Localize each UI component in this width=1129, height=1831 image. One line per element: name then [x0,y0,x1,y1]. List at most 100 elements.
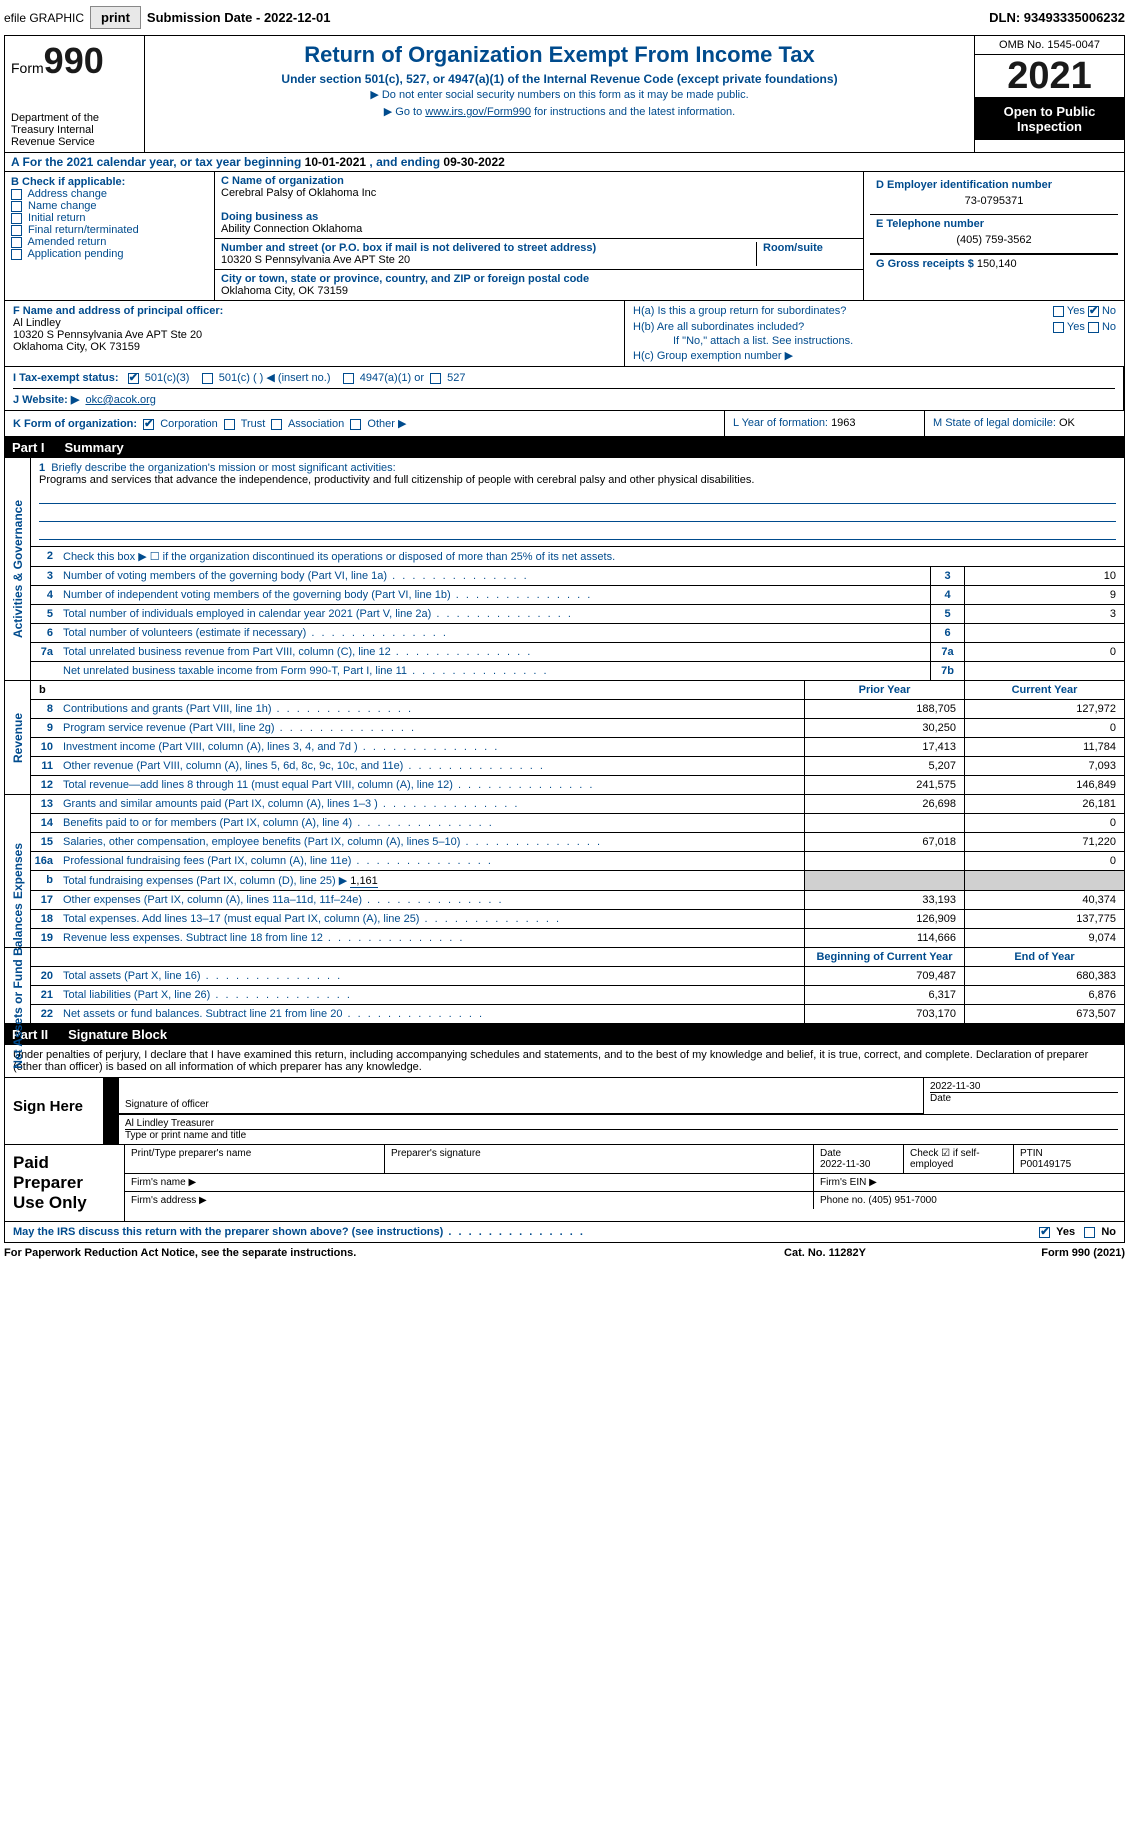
firm-addr-label: Firm's address ▶ [125,1192,814,1209]
checkbox-icon[interactable] [11,249,22,260]
checkbox-icon[interactable] [11,213,22,224]
paid-preparer-label: Paid Preparer Use Only [5,1145,125,1221]
officer-label: F Name and address of principal officer: [13,305,223,317]
data-line: 22Net assets or fund balances. Subtract … [31,1005,1124,1023]
501c3-checkbox[interactable] [128,373,139,384]
top-toolbar: efile GRAPHIC print Submission Date - 20… [4,4,1125,35]
form-number: Form990 [11,40,138,82]
hb-no-checkbox[interactable] [1088,322,1099,333]
org-name-label: C Name of organization [221,175,857,187]
year-formed-value: 1963 [831,417,855,429]
page-footer: For Paperwork Reduction Act Notice, see … [4,1243,1125,1263]
self-employed-check: Check ☑ if self-employed [904,1145,1014,1173]
signature-block: Sign Here Signature of officer 2022-11-3… [4,1078,1125,1145]
4947-checkbox[interactable] [343,373,354,384]
checkbox-icon[interactable] [11,237,22,248]
checkbox-icon[interactable] [11,189,22,200]
print-button[interactable]: print [90,6,141,29]
tax-year: 2021 [975,55,1124,98]
goto-note: ▶ Go to www.irs.gov/Form990 for instruct… [153,103,966,120]
boy-hdr: Beginning of Current Year [804,948,964,966]
tel-label: E Telephone number [876,218,1112,230]
box-b-title: B Check if applicable: [11,176,208,188]
current-year-hdr: Current Year [964,681,1124,699]
other-checkbox[interactable] [350,419,361,430]
discuss-no-checkbox[interactable] [1084,1227,1095,1238]
tax-status-label: I Tax-exempt status: [13,372,119,384]
side-label-revenue: Revenue [5,681,31,794]
inspection-label: Open to Public Inspection [975,98,1124,140]
sig-arrow-icon [105,1078,119,1114]
officer-group-row: F Name and address of principal officer:… [4,301,1125,367]
line6-val [964,624,1124,642]
dba-value: Ability Connection Oklahoma [221,223,857,235]
line6-text: Total number of volunteers (estimate if … [59,624,930,642]
line3-val: 10 [964,567,1124,585]
501c-checkbox[interactable] [202,373,213,384]
box-b-item: Application pending [11,248,208,260]
sig-date-label: Date [930,1092,1118,1104]
website-link[interactable]: okc@acok.org [85,394,155,406]
gross-value: 150,140 [977,258,1017,270]
data-line: 10Investment income (Part VIII, column (… [31,738,1124,757]
corp-checkbox[interactable] [143,419,154,430]
box-b-item: Final return/terminated [11,224,208,236]
city-value: Oklahoma City, OK 73159 [221,285,857,297]
hb-yes-checkbox[interactable] [1053,322,1064,333]
prep-phone: (405) 951-7000 [868,1195,936,1206]
discuss-row: May the IRS discuss this return with the… [4,1222,1125,1243]
officer-name: Al Lindley [13,317,61,329]
box-b-item: Name change [11,200,208,212]
data-line: bTotal fundraising expenses (Part IX, co… [31,871,1124,891]
ein-value: 73-0795371 [876,191,1112,211]
status-website-row: I Tax-exempt status: 501(c)(3) 501(c) ( … [4,367,1125,411]
line5-text: Total number of individuals employed in … [59,605,930,623]
trust-checkbox[interactable] [224,419,235,430]
form-subtitle: Under section 501(c), 527, or 4947(a)(1)… [153,72,966,86]
527-checkbox[interactable] [430,373,441,384]
assoc-checkbox[interactable] [271,419,282,430]
ha-yes-checkbox[interactable] [1053,306,1064,317]
part1-header: Part I Summary [4,437,1125,458]
type-name-label: Type or print name and title [125,1129,1118,1141]
data-line: 20Total assets (Part X, line 16)709,4876… [31,967,1124,986]
domicile-label: M State of legal domicile: [933,417,1056,429]
dept-label: Department of the Treasury Internal Reve… [11,112,138,148]
ha-no-checkbox[interactable] [1088,306,1099,317]
part2-header: Part II Signature Block [4,1024,1125,1045]
box-b-item: Initial return [11,212,208,224]
submission-date: Submission Date - 2022-12-01 [147,10,331,25]
checkbox-icon[interactable] [11,225,22,236]
dba-label: Doing business as [221,211,857,223]
discuss-yes-checkbox[interactable] [1039,1227,1050,1238]
period-row: A For the 2021 calendar year, or tax yea… [4,153,1125,172]
street-addr: 10320 S Pennsylvania Ave APT Ste 20 [221,254,752,266]
org-form-row: K Form of organization: Corporation Trus… [4,411,1125,437]
eoy-hdr: End of Year [964,948,1124,966]
city-label: City or town, state or province, country… [221,273,857,285]
efile-label: efile GRAPHIC [4,11,84,25]
data-line: 17Other expenses (Part IX, column (A), l… [31,891,1124,910]
dln-label: DLN: 93493335006232 [989,10,1125,25]
checkbox-icon[interactable] [11,201,22,212]
preparer-block: Paid Preparer Use Only Print/Type prepar… [4,1145,1125,1222]
ha-label: H(a) Is this a group return for subordin… [633,305,1053,317]
line7b-val [964,662,1124,680]
line3-text: Number of voting members of the governin… [59,567,930,585]
domicile-value: OK [1059,417,1075,429]
irs-link[interactable]: www.irs.gov/Form990 [425,106,531,118]
ein-label: D Employer identification number [876,179,1112,191]
org-name: Cerebral Palsy of Oklahoma Inc [221,187,857,199]
data-line: 21Total liabilities (Part X, line 26)6,3… [31,986,1124,1005]
hb-label: H(b) Are all subordinates included? [633,321,1053,333]
prep-date: 2022-11-30 [820,1159,870,1170]
ptin-value: P00149175 [1020,1159,1071,1170]
line4-text: Number of independent voting members of … [59,586,930,604]
hb-note: If "No," attach a list. See instructions… [633,335,1116,347]
data-line: 19Revenue less expenses. Subtract line 1… [31,929,1124,947]
perjury-declaration: Under penalties of perjury, I declare th… [4,1045,1125,1078]
officer-addr1: 10320 S Pennsylvania Ave APT Ste 20 [13,329,202,341]
line2: Check this box ▶ ☐ if the organization d… [59,547,1124,566]
data-line: 16aProfessional fundraising fees (Part I… [31,852,1124,871]
tel-value: (405) 759-3562 [876,230,1112,250]
